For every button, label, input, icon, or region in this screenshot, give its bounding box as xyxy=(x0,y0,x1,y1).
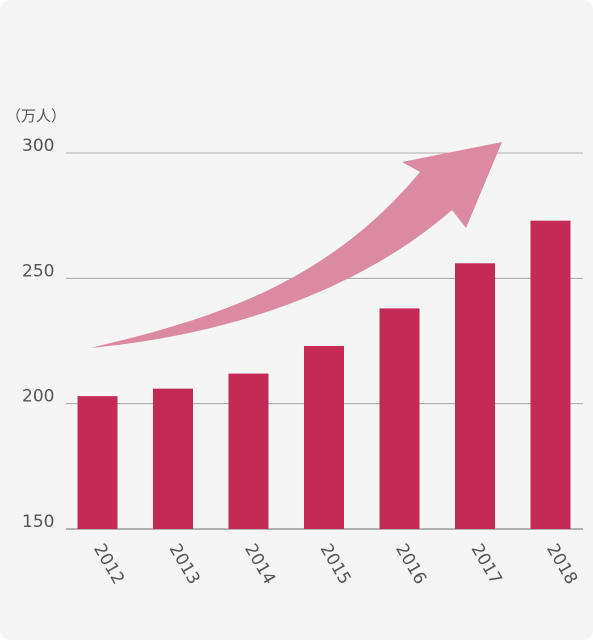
x-tick-label: 2015 xyxy=(316,541,355,588)
unit-label: （万人） xyxy=(6,107,66,125)
bar xyxy=(379,308,420,529)
bar xyxy=(530,220,571,529)
bar xyxy=(455,263,495,529)
bar xyxy=(304,346,344,529)
bar xyxy=(77,396,118,529)
x-tick-label: 2014 xyxy=(240,541,279,588)
bar-layer xyxy=(77,220,571,529)
x-tick-label: 2016 xyxy=(391,541,430,588)
trend-arrow-icon xyxy=(90,142,502,348)
y-tick-label: 300 xyxy=(22,136,54,156)
bar xyxy=(153,388,193,529)
x-tick-label: 2017 xyxy=(467,541,506,588)
x-axis-labels: 2012 2013 2014 2015 2016 2017 2018 xyxy=(89,541,581,588)
y-tick-label: 200 xyxy=(22,387,54,407)
y-tick-label: 250 xyxy=(22,261,54,281)
x-tick-label: 2013 xyxy=(165,541,204,588)
y-tick-label: 150 xyxy=(22,512,54,532)
y-axis-labels: 150 200 250 300 xyxy=(22,136,54,532)
x-tick-label: 2018 xyxy=(542,541,581,588)
x-tick-label: 2012 xyxy=(89,541,128,588)
bar xyxy=(228,373,269,529)
